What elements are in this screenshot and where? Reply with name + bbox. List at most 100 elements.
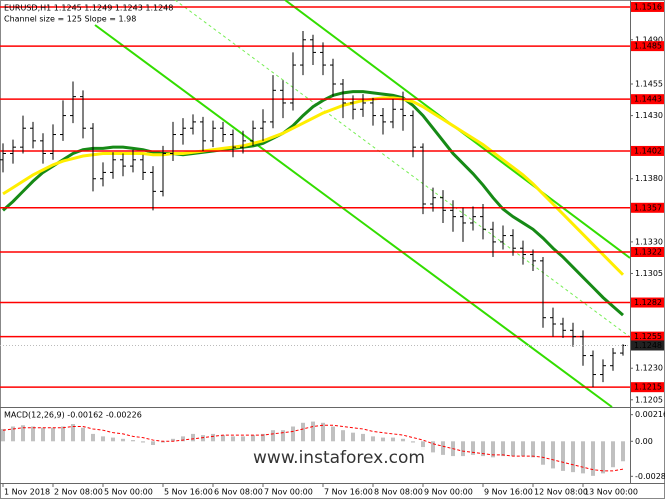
y-tick-label: 1.1490 — [635, 35, 663, 44]
macd-bar — [341, 430, 345, 442]
macd-signal — [2, 424, 624, 472]
x-tick-label: 9 Nov 00:00 — [424, 488, 473, 497]
macd-bar — [301, 422, 305, 442]
macd-bar — [411, 441, 415, 443]
level-label-box — [631, 41, 664, 52]
level-label: 1.1516 — [634, 2, 662, 11]
macd-bar — [71, 424, 75, 442]
macd-bar — [51, 427, 55, 442]
x-tick-label: 12 Nov 08:00 — [534, 488, 588, 497]
x-tick-label: 7 Nov 00:00 — [264, 488, 313, 497]
macd-bar — [181, 436, 185, 442]
macd-bar — [111, 437, 115, 442]
y-tick-label: 1.1230 — [635, 364, 663, 373]
macd-bar — [591, 441, 595, 476]
macd-bar — [1, 428, 5, 442]
x-tick-label: 9 Nov 16:00 — [484, 488, 533, 497]
macd-bar — [81, 427, 85, 442]
level-label: 1.1282 — [634, 298, 662, 307]
level-label: 1.1322 — [634, 248, 662, 257]
x-tick-label: 13 Nov 00:00 — [584, 488, 638, 497]
macd-bar — [241, 436, 245, 442]
macd-bar — [281, 430, 285, 442]
macd-bar — [271, 430, 275, 442]
macd-bar — [311, 421, 315, 442]
macd-bar — [531, 441, 535, 458]
y-tick-label: 1.1305 — [635, 269, 663, 278]
watermark-box — [250, 447, 428, 469]
macd-bar — [201, 435, 205, 442]
macd-bar — [421, 441, 425, 450]
level-label-box — [631, 247, 664, 258]
macd-bar — [31, 426, 35, 442]
macd-bar — [431, 441, 435, 453]
x-tick-label: 5 Nov 16:00 — [164, 488, 213, 497]
watermark: www.instaforex.com — [253, 448, 425, 468]
level-label-box — [631, 1, 664, 12]
level-label-box — [631, 145, 664, 156]
macd-bar — [371, 436, 375, 442]
macd-tick-label: 0.00 — [635, 437, 653, 446]
macd-bar — [131, 440, 135, 442]
macd-bar — [621, 441, 625, 462]
level-label-box — [631, 94, 664, 105]
moving-average — [2, 96, 625, 276]
macd-bar — [571, 441, 575, 473]
level-label: 1.1402 — [634, 146, 662, 155]
level-label-box — [631, 331, 664, 342]
macd-bar — [401, 438, 405, 442]
macd-bar — [191, 433, 195, 442]
macd-bar — [291, 426, 295, 442]
macd-bar — [11, 426, 15, 442]
macd-bar — [41, 427, 45, 442]
macd-bar — [161, 441, 165, 443]
macd-bar — [511, 441, 515, 457]
macd-bar — [91, 433, 95, 442]
macd-bar — [361, 433, 365, 442]
level-label: 1.1255 — [634, 332, 662, 341]
macd-tick-label: 0.00216 — [635, 410, 665, 419]
macd-bar — [261, 433, 265, 442]
level-label: 1.1215 — [634, 383, 662, 392]
level-label-box — [631, 202, 664, 213]
macd-bar — [171, 438, 175, 442]
level-label: 1.1485 — [634, 42, 662, 51]
macd-bar — [381, 437, 385, 442]
channel-middle — [174, 0, 631, 338]
macd-bar — [611, 441, 615, 468]
macd-bar — [141, 441, 145, 443]
macd-bar — [61, 426, 65, 442]
x-tick-label: 7 Nov 16:00 — [324, 488, 373, 497]
x-tick-label: 5 Nov 00:00 — [104, 488, 153, 497]
level-label: 1.1357 — [634, 203, 662, 212]
chart-subtitle: Channel size = 125 Slope = 1.98 — [4, 15, 136, 24]
macd-bar — [551, 441, 555, 469]
macd-bar — [501, 441, 505, 457]
macd-bar — [331, 426, 335, 442]
macd-bar — [581, 441, 585, 474]
y-tick-label: 1.1330 — [635, 237, 663, 246]
current-price-label: 1.1248 — [634, 341, 662, 350]
macd-bar — [471, 441, 475, 455]
macd-bar — [121, 438, 125, 442]
channel-lower — [94, 24, 613, 408]
moving-average — [2, 90, 624, 317]
macd-bar — [441, 441, 445, 455]
macd-bar — [391, 437, 395, 442]
level-label-box — [631, 382, 664, 393]
macd-tick-label: -0.00284 — [635, 472, 665, 481]
macd-label: MACD(12,26,9) -0.00162 -0.00226 — [4, 411, 142, 420]
macd-bar — [231, 436, 235, 442]
macd-bar — [351, 432, 355, 442]
macd-bar — [321, 422, 325, 442]
macd-bar — [521, 441, 525, 457]
y-tick-label: 1.1430 — [635, 111, 663, 120]
level-label-box — [631, 297, 664, 308]
macd-bar — [151, 441, 155, 445]
macd-bar — [461, 441, 465, 457]
x-tick-label: 2 Nov 08:00 — [54, 488, 103, 497]
macd-bar — [101, 436, 105, 442]
